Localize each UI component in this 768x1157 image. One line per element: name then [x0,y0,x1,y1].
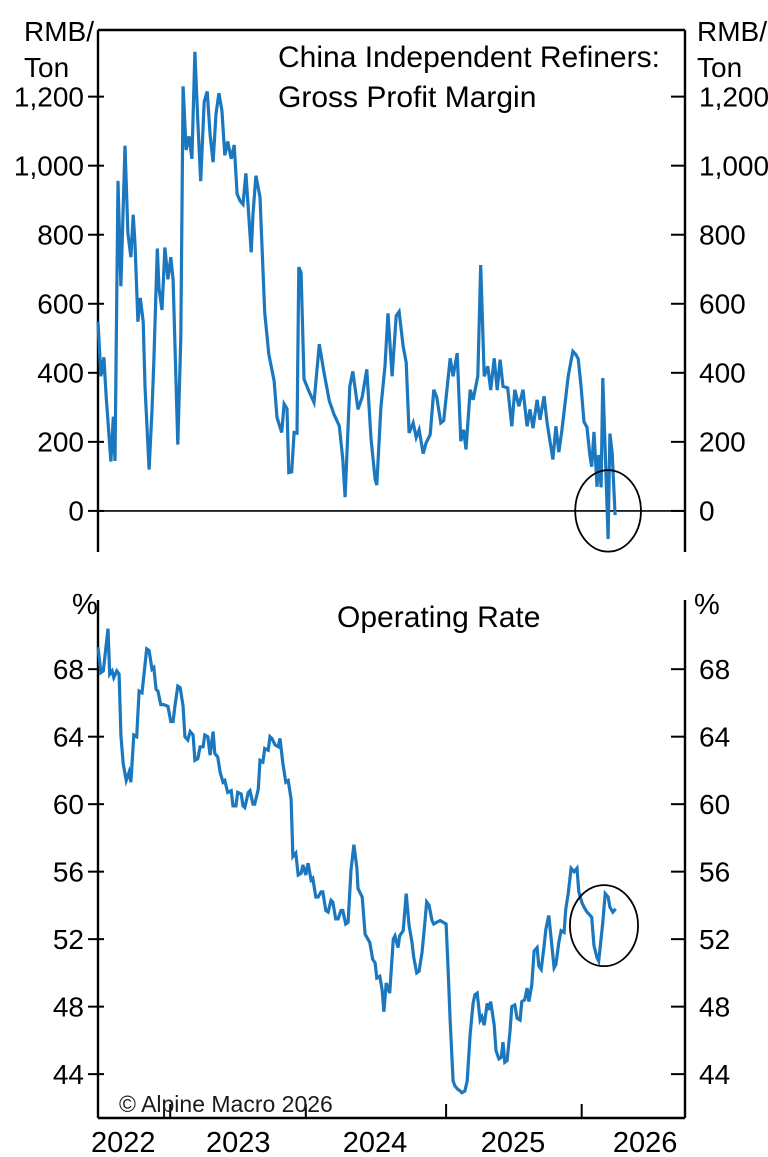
x-year-label: 2024 [343,1127,408,1157]
y-tick-label-left: 44 [53,1059,84,1090]
operating-rate-chart: 44 44 48 48 52 52 56 56 60 60 64 64 68 68 2022 2023 2024… [53,600,730,1157]
y-tick-label-right: 48 [699,991,730,1022]
gpm-unit-label-right: RMB/ Ton [697,14,767,86]
y-tick-label-right: 800 [699,220,746,251]
y-tick-label-left: 0 [68,496,84,527]
y-tick-label-right: 0 [699,496,715,527]
opr-unit-label-left: % [72,589,98,621]
y-tick-label-left: 200 [37,427,84,458]
y-tick-label-right: 52 [699,924,730,955]
y-tick-label-left: 64 [53,721,84,752]
operating-rate-line [96,628,617,1095]
y-tick-label-right: 60 [699,789,730,820]
y-tick-label-right: 44 [699,1059,730,1090]
unit-ton: Ton [24,52,70,83]
x-year-label: 2022 [91,1127,156,1157]
y-tick-label-left: 600 [37,289,84,320]
y-tick-label-right: 600 [699,289,746,320]
y-tick-label-right: 1,000 [699,150,768,181]
gpm-chart-title-line2: Gross Profit Margin [278,81,537,114]
y-tick-label-left: 1,000 [14,150,84,181]
gross-profit-margin-line [96,51,617,539]
y-tick-label-left: 48 [53,991,84,1022]
y-tick-label-left: 68 [53,654,84,685]
y-tick-label-left: 800 [37,220,84,251]
highlight-circle [574,469,642,553]
y-tick-label-right: 56 [699,856,730,887]
y-tick-label-left: 56 [53,856,84,887]
gross-profit-margin-chart: 0 0 200 200 400 400 600 600 800 800 1,000 1,000 1,20… [14,28,768,553]
y-tick-label-left: 1,200 [14,81,84,112]
gpm-unit-label-left: RMB/ Ton [24,14,94,86]
x-year-label: 2023 [206,1127,271,1157]
y-tick-label-left: 60 [53,789,84,820]
unit-rmb: RMB/ [697,16,767,47]
y-tick-label-left: 52 [53,924,84,955]
opr-unit-label-right: % [694,589,720,621]
y-tick-label-right: 200 [699,427,746,458]
x-year-label: 2026 [613,1127,678,1157]
operating-rate-title: Operating Rate [337,601,541,634]
unit-rmb: RMB/ [24,16,94,47]
y-tick-label-right: 68 [699,654,730,685]
y-tick-label-right: 64 [699,721,730,752]
y-tick-label-right: 1,200 [699,81,768,112]
gpm-chart-title: China Independent Refiners: Gross Profit… [278,38,660,118]
unit-ton: Ton [697,52,743,83]
highlight-circle [569,884,639,968]
x-year-label: 2025 [481,1127,546,1157]
y-tick-label-left: 400 [37,358,84,389]
gpm-chart-title-line1: China Independent Refiners: [278,41,660,74]
copyright-note: © Alpine Macro 2026 [119,1091,333,1117]
y-tick-label-right: 400 [699,358,746,389]
